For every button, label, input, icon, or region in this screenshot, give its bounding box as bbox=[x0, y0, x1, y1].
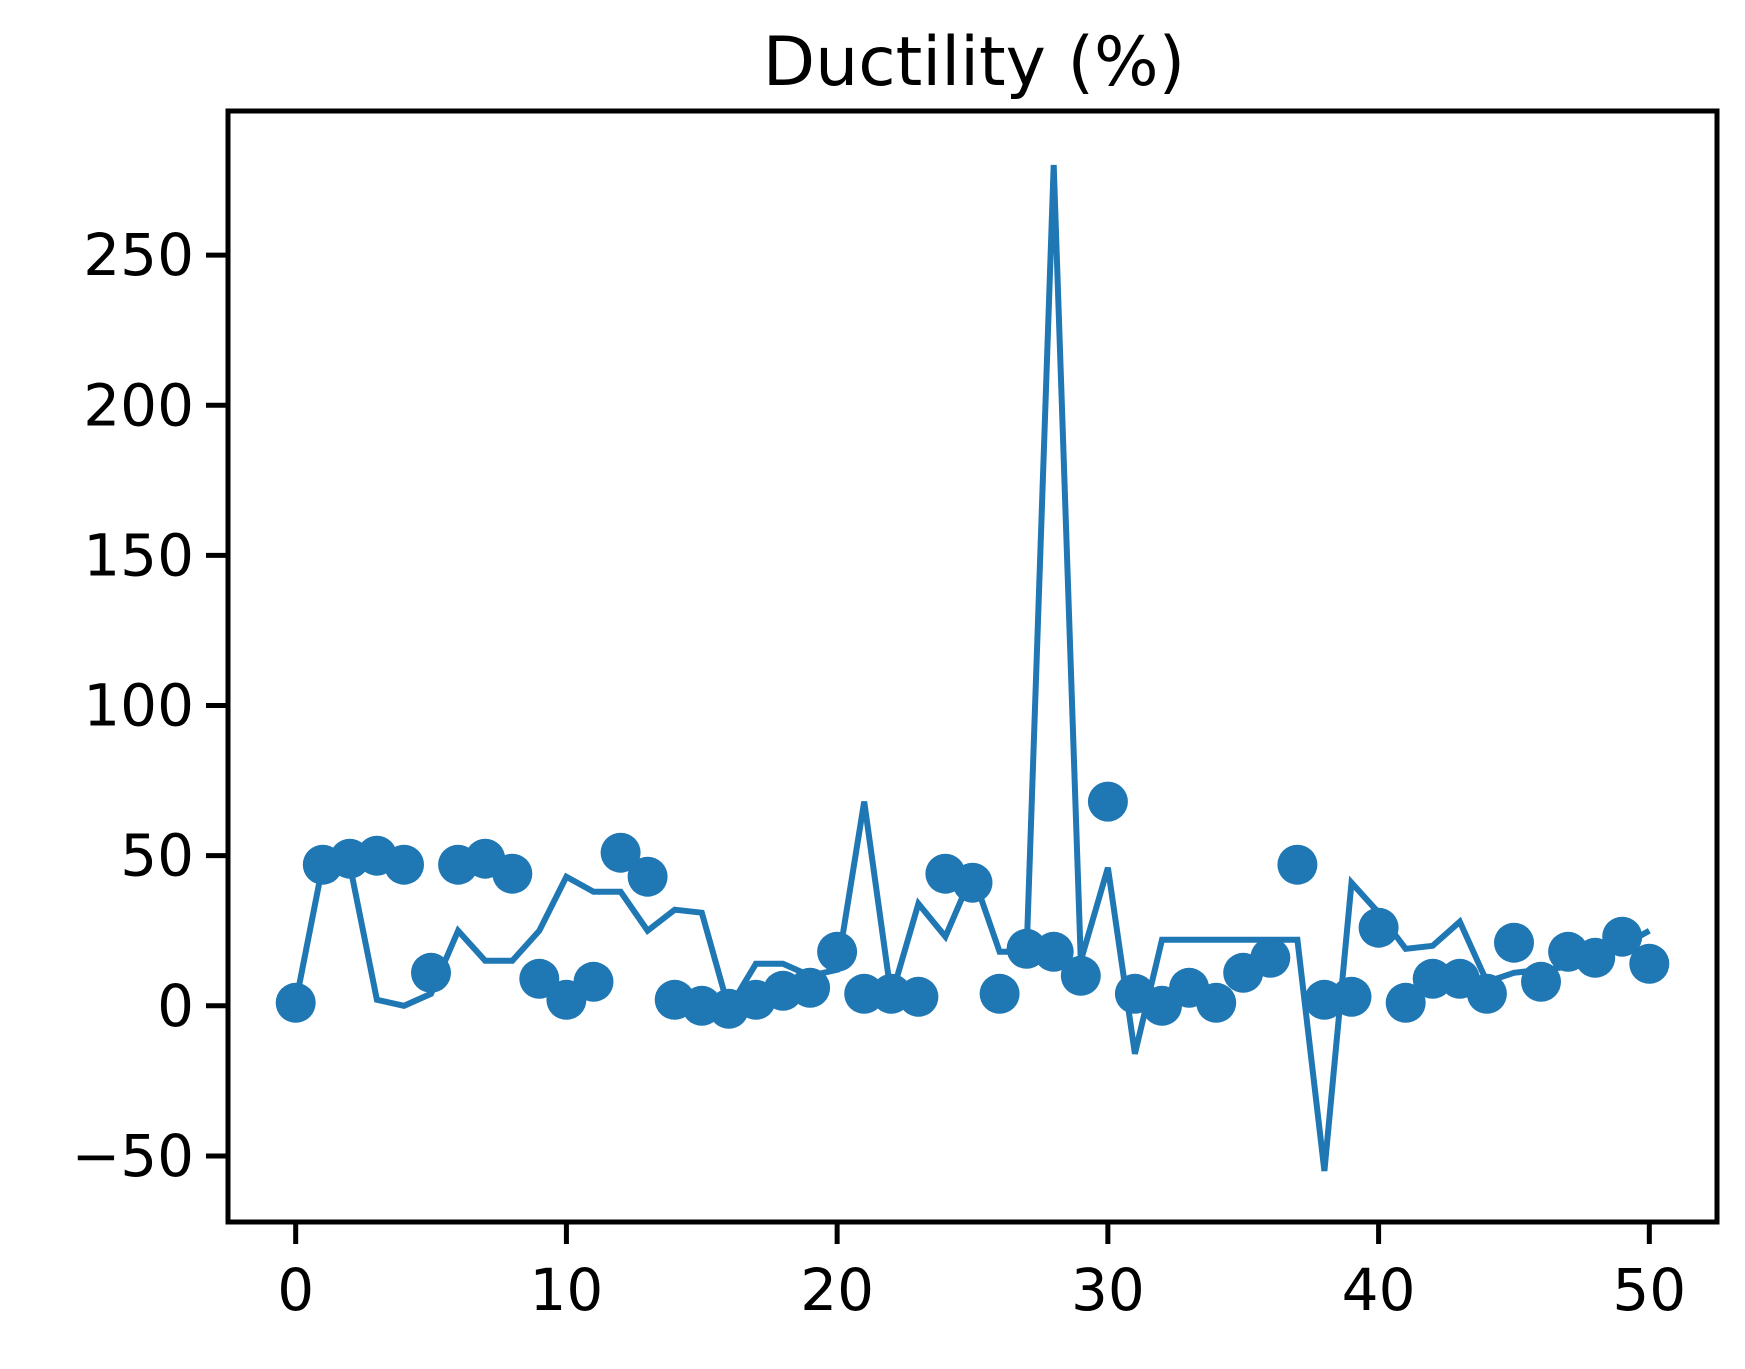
y-tick-label: 0 bbox=[157, 972, 194, 1040]
data-point bbox=[1629, 943, 1670, 984]
data-point bbox=[573, 961, 614, 1002]
x-tick-label: 50 bbox=[1612, 1256, 1686, 1324]
chart-title: Ductility (%) bbox=[763, 23, 1185, 102]
x-tick-label: 0 bbox=[277, 1256, 314, 1324]
data-point bbox=[627, 856, 668, 897]
y-tick-label: −50 bbox=[72, 1122, 194, 1190]
y-tick-label: 100 bbox=[83, 672, 194, 740]
x-axis: 0 10 20 30 40 50 bbox=[277, 1222, 1686, 1324]
data-point bbox=[1494, 922, 1534, 963]
y-axis: −50 0 50 100 150 200 250 bbox=[72, 221, 228, 1190]
data-point bbox=[1196, 982, 1237, 1023]
data-point bbox=[1087, 781, 1128, 822]
data-point bbox=[952, 862, 993, 903]
data-point bbox=[1250, 937, 1291, 978]
data-point bbox=[1602, 916, 1643, 957]
y-tick-label: 50 bbox=[120, 822, 194, 890]
data-point bbox=[519, 958, 560, 999]
data-point bbox=[1277, 844, 1318, 885]
data-point bbox=[1060, 955, 1101, 996]
x-tick-label: 30 bbox=[1071, 1256, 1145, 1324]
y-tick-label: 200 bbox=[83, 371, 194, 439]
data-point bbox=[275, 982, 316, 1023]
data-point bbox=[790, 967, 831, 1008]
series-line bbox=[292, 164, 1651, 1172]
data-point bbox=[1466, 973, 1507, 1014]
data-point bbox=[1521, 961, 1561, 1002]
data-point bbox=[411, 952, 451, 993]
data-point bbox=[1575, 937, 1616, 978]
plot-marks bbox=[275, 164, 1670, 1172]
data-point bbox=[492, 853, 533, 894]
y-tick-label: 250 bbox=[83, 221, 194, 289]
data-point bbox=[1358, 907, 1399, 948]
data-point bbox=[600, 832, 641, 873]
x-tick-label: 40 bbox=[1342, 1256, 1416, 1324]
data-point bbox=[979, 973, 1020, 1014]
data-point bbox=[1385, 982, 1426, 1023]
x-tick-label: 20 bbox=[800, 1256, 874, 1324]
data-point bbox=[1331, 976, 1372, 1017]
plot-frame bbox=[225, 108, 1720, 1225]
data-point bbox=[817, 931, 858, 972]
x-tick-label: 10 bbox=[530, 1256, 604, 1324]
data-point bbox=[898, 976, 939, 1017]
data-point bbox=[1033, 931, 1074, 972]
data-point bbox=[384, 844, 424, 885]
y-tick-label: 150 bbox=[83, 521, 194, 589]
